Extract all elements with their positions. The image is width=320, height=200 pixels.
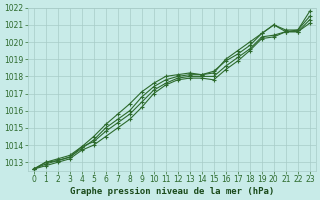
X-axis label: Graphe pression niveau de la mer (hPa): Graphe pression niveau de la mer (hPa)	[69, 187, 274, 196]
